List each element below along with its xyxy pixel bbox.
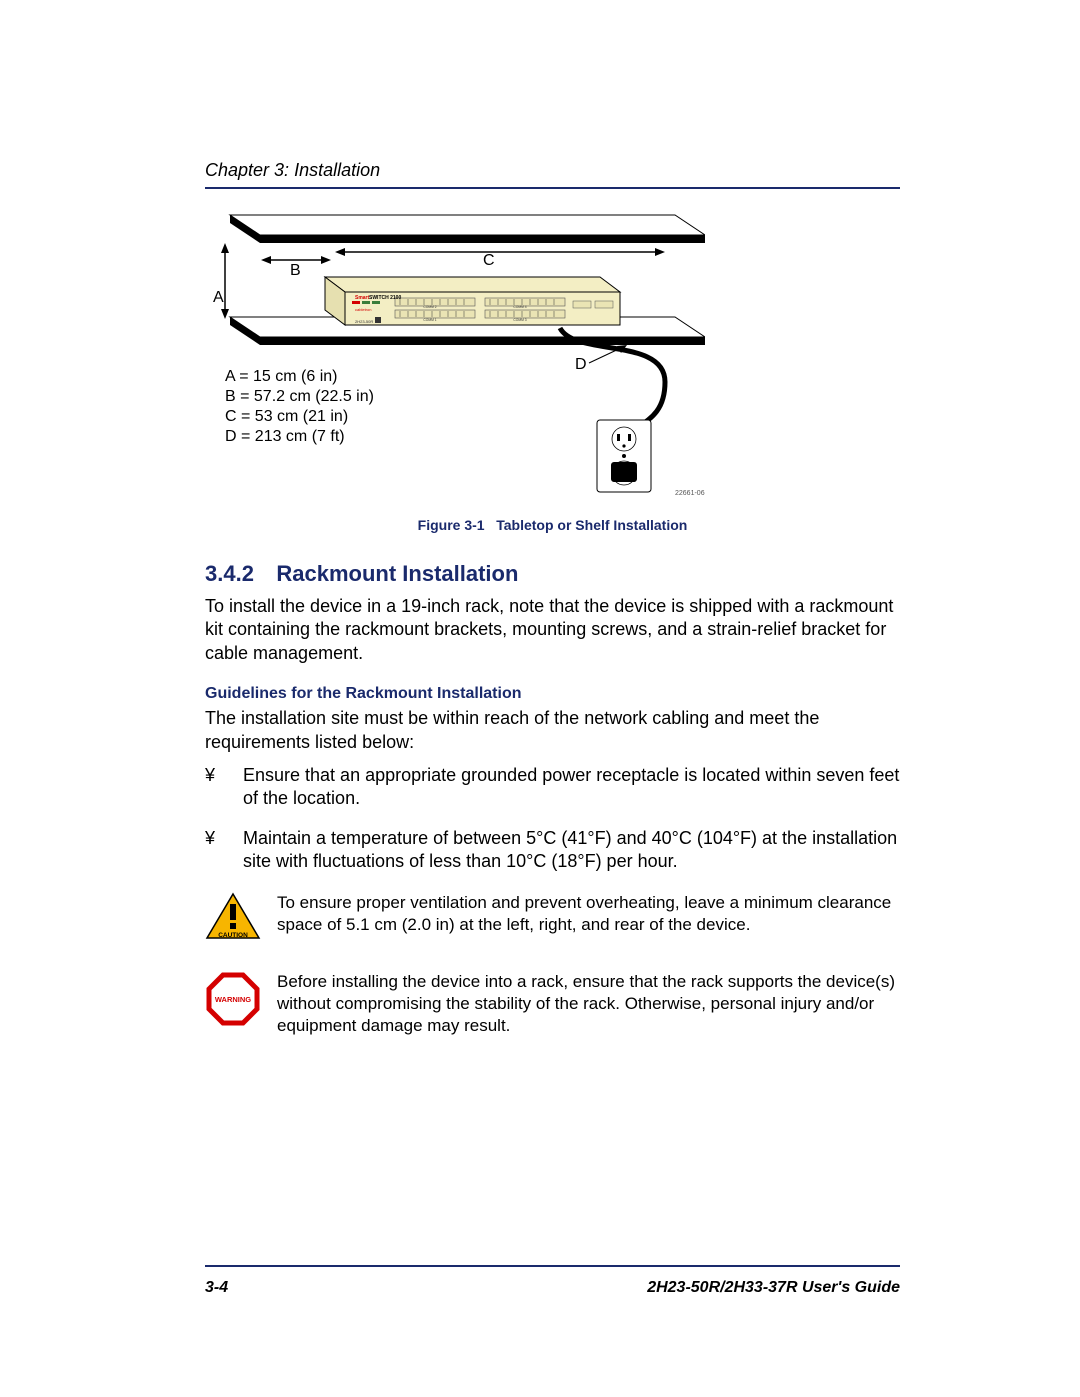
svg-text:COMM 4: COMM 4 (513, 305, 526, 309)
svg-text:cabletron: cabletron (355, 307, 371, 312)
svg-text:COMM 3: COMM 3 (513, 318, 526, 322)
dim-b: B = 57.2 cm (22.5 in) (225, 387, 374, 407)
svg-text:D: D (575, 356, 587, 373)
guidelines-list: ¥ Ensure that an appropriate grounded po… (205, 764, 900, 874)
dim-d: D = 213 cm (7 ft) (225, 427, 374, 447)
guidelines-intro: The installation site must be within rea… (205, 707, 900, 754)
dim-c: C = 53 cm (21 in) (225, 407, 374, 427)
caution-text: To ensure proper ventilation and prevent… (277, 892, 900, 936)
chapter-title: Installation (294, 160, 380, 180)
dim-a: A = 15 cm (6 in) (225, 367, 374, 387)
figure-caption: Figure 3-1 Tabletop or Shelf Installatio… (205, 517, 900, 533)
svg-text:COMM 1: COMM 1 (423, 318, 436, 322)
svg-text:22661-06: 22661-06 (675, 490, 705, 497)
caution-icon: CAUTION (205, 892, 261, 949)
footer-page-ref: 3-4 (205, 1279, 228, 1297)
warning-note: WARNING Before installing the device int… (205, 971, 900, 1037)
page-footer: 3-4 2H23-50R/2H33-37R User's Guide (205, 1279, 900, 1297)
bullet-mark: ¥ (205, 764, 215, 787)
svg-text:WARNING: WARNING (215, 995, 251, 1004)
bullet-text: Maintain a temperature of between 5°C (4… (243, 828, 897, 871)
svg-text:2H23-50R: 2H23-50R (355, 319, 373, 324)
section-title: Rackmount Installation (276, 561, 518, 586)
figure-tabletop-installation: COMM 2 COMM 4 COMM 1 COMM 3 Smart SWITCH… (205, 207, 705, 507)
chapter-label: Chapter 3: (205, 160, 289, 180)
section-number: 3.4.2 (205, 561, 254, 586)
svg-text:CAUTION: CAUTION (218, 932, 248, 939)
footer-rule (205, 1265, 900, 1267)
section-heading: 3.4.2 Rackmount Installation (205, 561, 900, 587)
svg-text:B: B (290, 262, 301, 279)
svg-text:A: A (213, 289, 224, 306)
section-intro: To install the device in a 19-inch rack,… (205, 595, 900, 665)
caution-note: CAUTION To ensure proper ventilation and… (205, 892, 900, 949)
footer-doc-title: 2H23-50R/2H33-37R User's Guide (647, 1279, 900, 1297)
bullet-mark: ¥ (205, 827, 215, 850)
figure-caption-text: Tabletop or Shelf Installation (496, 517, 687, 533)
list-item: ¥ Ensure that an appropriate grounded po… (205, 764, 900, 811)
svg-text:Smart: Smart (355, 295, 370, 301)
list-item: ¥ Maintain a temperature of between 5°C … (205, 827, 900, 874)
svg-text:COMM 2: COMM 2 (423, 305, 436, 309)
figure-caption-prefix: Figure 3-1 (418, 517, 485, 533)
chapter-header: Chapter 3: Installation (205, 160, 900, 181)
warning-icon: WARNING (205, 971, 261, 1032)
header-rule (205, 187, 900, 189)
svg-text:SWITCH 2100: SWITCH 2100 (369, 295, 401, 301)
warning-text: Before installing the device into a rack… (277, 971, 900, 1037)
figure-dimensions-list: A = 15 cm (6 in) B = 57.2 cm (22.5 in) C… (225, 367, 374, 447)
guidelines-subhead: Guidelines for the Rackmount Installatio… (205, 685, 900, 703)
svg-text:C: C (483, 252, 495, 269)
bullet-text: Ensure that an appropriate grounded powe… (243, 765, 899, 808)
